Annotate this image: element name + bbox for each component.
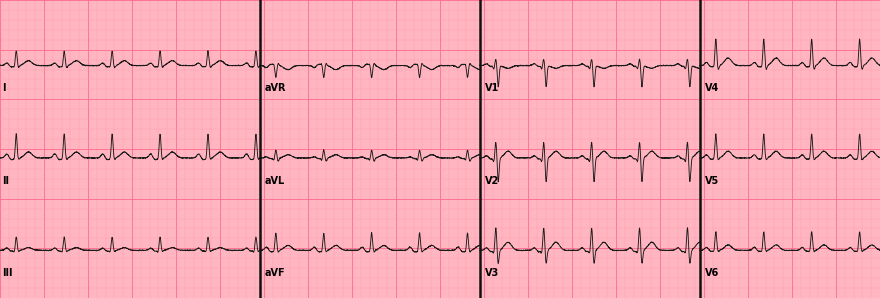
Text: aVR: aVR xyxy=(265,83,286,94)
Text: V4: V4 xyxy=(705,83,719,94)
Text: III: III xyxy=(2,268,12,278)
Text: II: II xyxy=(2,176,9,186)
Text: aVL: aVL xyxy=(265,176,285,186)
Text: I: I xyxy=(2,83,5,94)
Text: V3: V3 xyxy=(485,268,499,278)
Text: V5: V5 xyxy=(705,176,719,186)
Text: V1: V1 xyxy=(485,83,499,94)
Text: aVF: aVF xyxy=(265,268,285,278)
Text: V2: V2 xyxy=(485,176,499,186)
Text: V6: V6 xyxy=(705,268,719,278)
